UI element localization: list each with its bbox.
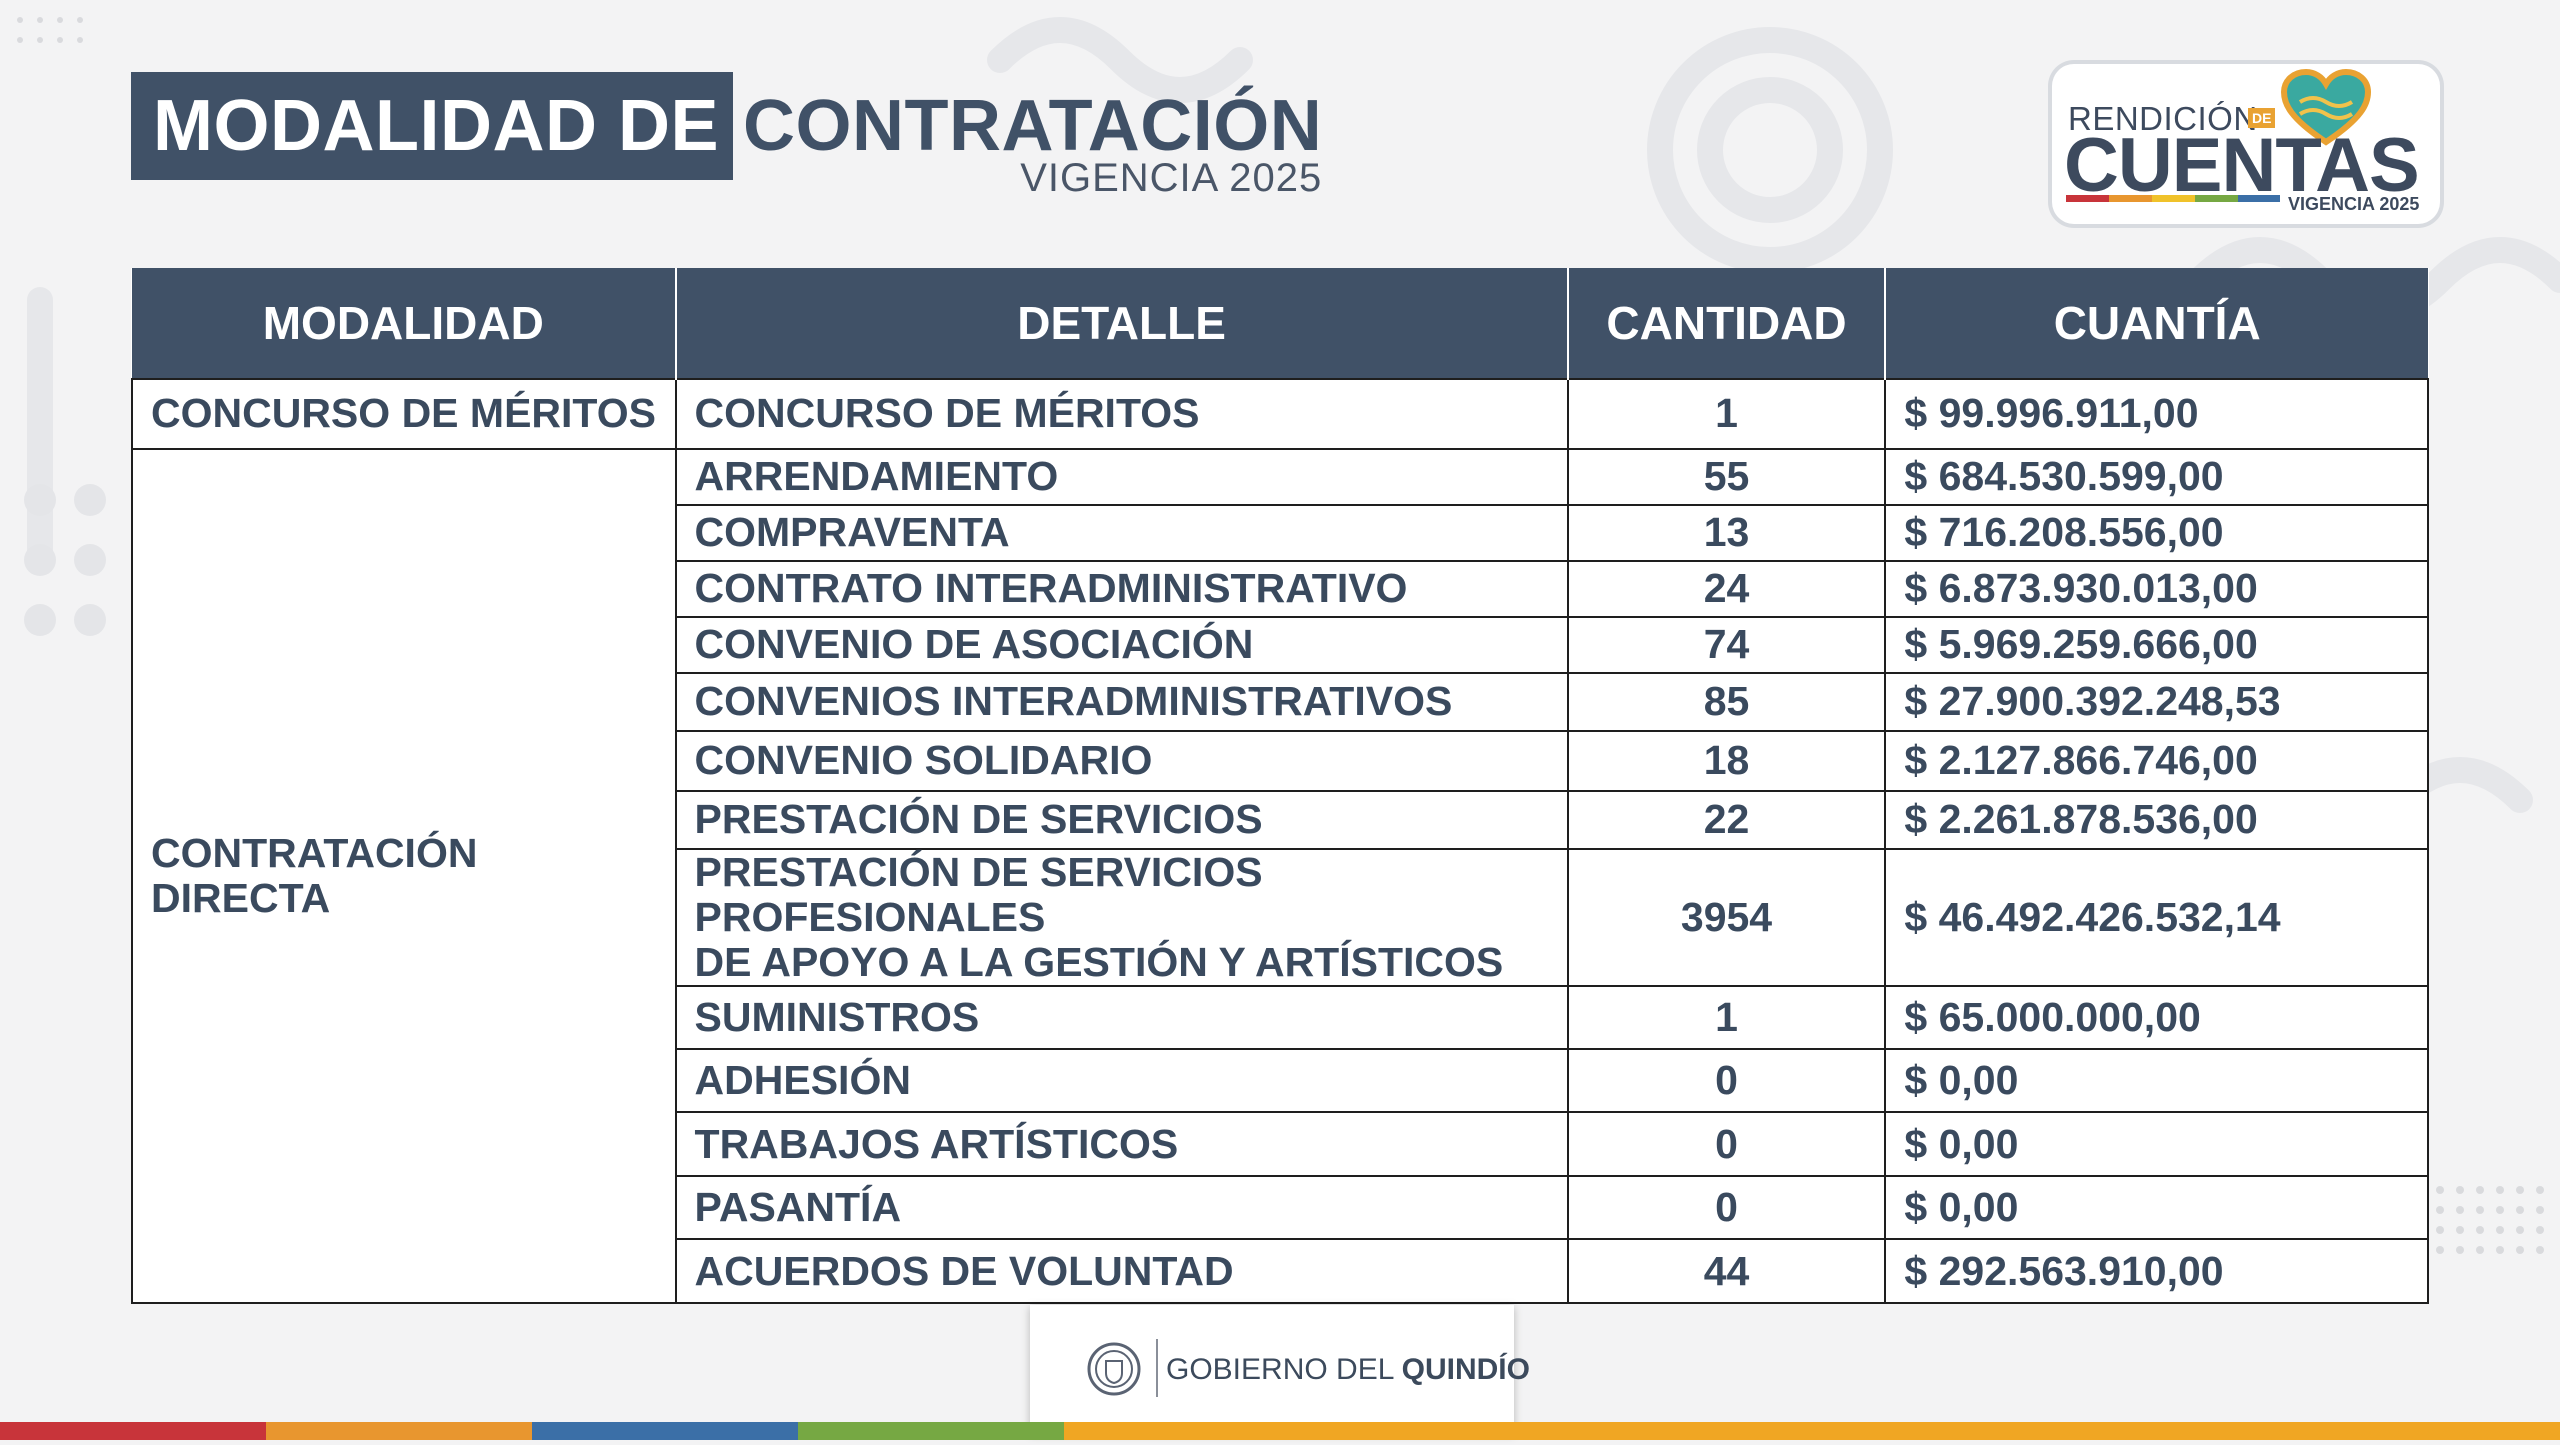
page-subtitle: VIGENCIA 2025: [1020, 156, 1323, 200]
contracting-table: MODALIDAD DETALLE CANTIDAD CUANTÍA CONCU…: [131, 268, 2429, 1305]
cuantia-cell: $ 6.873.930.013,00: [1884, 560, 2429, 618]
table-row: PRESTACIÓN DE SERVICIOS 22 $ 2.261.878.5…: [132, 790, 2429, 850]
table-row: TRABAJOS ARTÍSTICOS 0 $ 0,00: [132, 1111, 2429, 1178]
table-row: SUMINISTROS 1 $ 65.000.000,00: [132, 985, 2429, 1051]
title-highlight: MODALIDAD DE: [131, 72, 733, 180]
cuantia-cell: $ 292.563.910,00: [1884, 1238, 2429, 1305]
color-stripes: [0, 1422, 2560, 1440]
cantidad-cell: 3954: [1566, 847, 1887, 988]
cuantia-cell: $ 684.530.599,00: [1884, 448, 2429, 506]
table-row: CONVENIOS INTERADMINISTRATIVOS 85 $ 27.9…: [132, 672, 2429, 732]
cantidad-cell: 44: [1566, 1238, 1887, 1305]
cuantia-cell: $ 99.996.911,00: [1884, 378, 2429, 450]
detalle-cell: PRESTACIÓN DE SERVICIOS: [674, 790, 1569, 850]
cantidad-cell: 85: [1566, 672, 1887, 732]
detalle-cell: CONVENIOS INTERADMINISTRATIVOS: [674, 672, 1569, 732]
table-row: ACUERDOS DE VOLUNTAD 44 $ 292.563.910,00: [132, 1238, 2429, 1305]
logo-de: DE: [2248, 108, 2276, 128]
cantidad-cell: 74: [1566, 616, 1887, 674]
detalle-cell: CONVENIO DE ASOCIACIÓN: [674, 616, 1569, 674]
table-row: CONTRATACIÓN DIRECTA ARRENDAMIENTO 55 $ …: [131, 447, 2429, 1305]
footer-bold: QUINDÍO: [1401, 1353, 1530, 1386]
cuantia-cell: $ 2.261.878.536,00: [1884, 790, 2429, 850]
cantidad-cell: 22: [1566, 790, 1887, 850]
title-rest: CONTRATACIÓN: [742, 86, 1323, 166]
cuantia-cell: $ 65.000.000,00: [1884, 985, 2429, 1051]
detalle-cell: CONVENIO SOLIDARIO: [674, 730, 1569, 792]
table-row: ADHESIÓN 0 $ 0,00: [132, 1048, 2429, 1114]
logo-color-bar: [2066, 195, 2280, 202]
cantidad-cell: 1: [1566, 985, 1887, 1051]
header-cantidad: CANTIDAD: [1566, 268, 1886, 379]
logo-line3: VIGENCIA 2025: [2288, 194, 2420, 214]
header-detalle: DETALLE: [674, 268, 1568, 379]
detalle-cell: PASANTÍA: [674, 1175, 1569, 1241]
cuantia-cell: $ 716.208.556,00: [1884, 504, 2429, 562]
logo-line1: RENDICIÓN: [2068, 100, 2258, 137]
cuantia-cell: $ 0,00: [1884, 1111, 2429, 1178]
detalle-cell: TRABAJOS ARTÍSTICOS: [674, 1111, 1569, 1178]
table-row: PRESTACIÓN DE SERVICIOS PROFESIONALES DE…: [132, 847, 2429, 988]
detalle-cell: ADHESIÓN: [674, 1048, 1569, 1114]
detalle-cell: CONCURSO DE MÉRITOS: [674, 378, 1569, 450]
stripe-yellow: [1064, 1422, 2560, 1440]
cantidad-cell: 55: [1566, 448, 1887, 506]
stripe-green: [798, 1422, 1064, 1440]
heart-icon: [2280, 68, 2372, 146]
table-row: CONVENIO DE ASOCIACIÓN 74 $ 5.969.259.66…: [132, 616, 2429, 674]
cantidad-cell: 0: [1566, 1111, 1887, 1178]
table-row: CONCURSO DE MÉRITOS CONCURSO DE MÉRITOS …: [131, 378, 2429, 450]
cantidad-cell: 0: [1566, 1175, 1887, 1241]
header-modalidad: MODALIDAD: [132, 268, 676, 379]
cantidad-cell: 0: [1566, 1048, 1887, 1114]
detalle-line2: DE APOYO A LA GESTIÓN Y ARTÍSTICOS: [694, 939, 1504, 986]
logo-line2: CUENTAS: [2064, 123, 2420, 208]
footer-divider: [1156, 1339, 1158, 1397]
page-title: MODALIDAD DE CONTRATACIÓN VIGENCIA 2025: [131, 72, 1323, 198]
cuantia-cell: $ 0,00: [1884, 1048, 2429, 1114]
cuantia-cell: $ 2.127.866.746,00: [1884, 730, 2429, 792]
detalle-cell: COMPRAVENTA: [674, 504, 1569, 562]
modalidad-cell: CONTRATACIÓN DIRECTA: [131, 447, 677, 1305]
cuantia-cell: $ 0,00: [1884, 1175, 2429, 1241]
cuantia-cell: $ 5.969.259.666,00: [1884, 616, 2429, 674]
cantidad-cell: 13: [1566, 504, 1887, 562]
cuantia-cell: $ 46.492.426.532,14: [1884, 847, 2429, 988]
table-header-row: MODALIDAD DETALLE CANTIDAD CUANTÍA: [132, 268, 2428, 379]
table-row: CONVENIO SOLIDARIO 18 $ 2.127.866.746,00: [132, 730, 2429, 792]
footer-label: GOBIERNO DEL QUINDÍO: [1166, 1353, 1530, 1387]
footer-card: GOBIERNO DEL QUINDÍO: [1030, 1305, 1530, 1433]
detalle-cell: CONTRATO INTERADMINISTRATIVO: [674, 560, 1569, 618]
stripe-red: [0, 1422, 266, 1440]
table-row: COMPRAVENTA 13 $ 716.208.556,00: [132, 504, 2429, 562]
detalle-cell: ACUERDOS DE VOLUNTAD: [674, 1238, 1569, 1305]
stripe-blue: [532, 1422, 798, 1440]
detalle-cell: SUMINISTROS: [674, 985, 1569, 1051]
stripe-orange: [266, 1422, 532, 1440]
cantidad-cell: 24: [1566, 560, 1887, 618]
cuantia-cell: $ 27.900.392.248,53: [1884, 672, 2429, 732]
detalle-cell: ARRENDAMIENTO: [674, 448, 1569, 506]
detalle-cell: PRESTACIÓN DE SERVICIOS PROFESIONALES DE…: [674, 847, 1569, 988]
table-row: CONTRATO INTERADMINISTRATIVO 24 $ 6.873.…: [132, 560, 2429, 618]
footer-prefix: GOBIERNO DEL: [1166, 1353, 1402, 1386]
cantidad-cell: 1: [1566, 378, 1887, 450]
header-cuantia: CUANTÍA: [1884, 268, 2428, 379]
table-row: PASANTÍA 0 $ 0,00: [132, 1175, 2429, 1241]
detalle-line1: PRESTACIÓN DE SERVICIOS PROFESIONALES: [694, 849, 1263, 941]
cantidad-cell: 18: [1566, 730, 1887, 792]
rendicion-cuentas-logo: RENDICIÓN DE CUENTAS VIGENCIA 2025: [2052, 64, 2440, 224]
modalidad-cell: CONCURSO DE MÉRITOS: [131, 378, 677, 450]
coat-of-arms-icon: [1087, 1342, 1141, 1396]
